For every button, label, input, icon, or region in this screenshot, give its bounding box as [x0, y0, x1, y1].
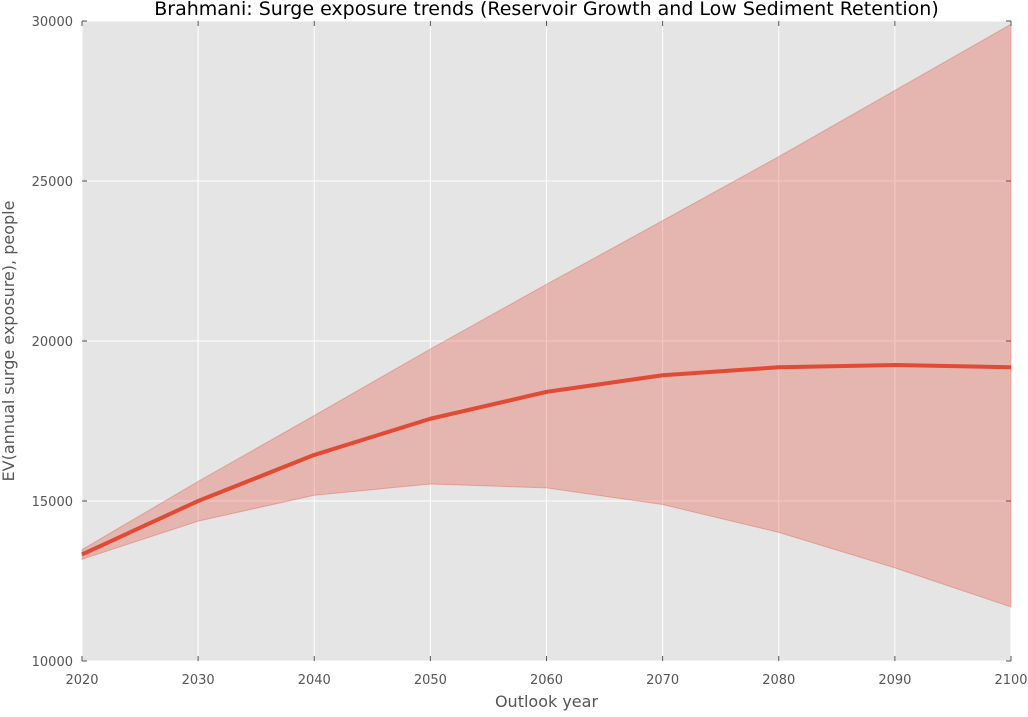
- x-tick-label: 2100: [994, 673, 1027, 688]
- x-tick-label: 2070: [646, 673, 679, 688]
- chart-title: Brahmani: Surge exposure trends (Reservo…: [154, 0, 938, 20]
- y-tick-label: 20000: [32, 335, 73, 350]
- y-tick-label: 15000: [32, 495, 73, 510]
- x-tick-label: 2020: [65, 673, 98, 688]
- x-tick-label: 2090: [878, 673, 911, 688]
- y-tick-label: 10000: [32, 655, 73, 670]
- x-tick-label: 2040: [298, 673, 331, 688]
- x-axis-label: Outlook year: [495, 692, 599, 711]
- x-tick-label: 2060: [530, 673, 563, 688]
- y-tick-label: 30000: [32, 15, 73, 30]
- x-tick-label: 2030: [182, 673, 215, 688]
- x-tick-label: 2050: [414, 673, 447, 688]
- y-axis-label: EV(annual surge exposure), people: [0, 201, 18, 482]
- y-tick-label: 25000: [32, 175, 73, 190]
- x-tick-label: 2080: [762, 673, 795, 688]
